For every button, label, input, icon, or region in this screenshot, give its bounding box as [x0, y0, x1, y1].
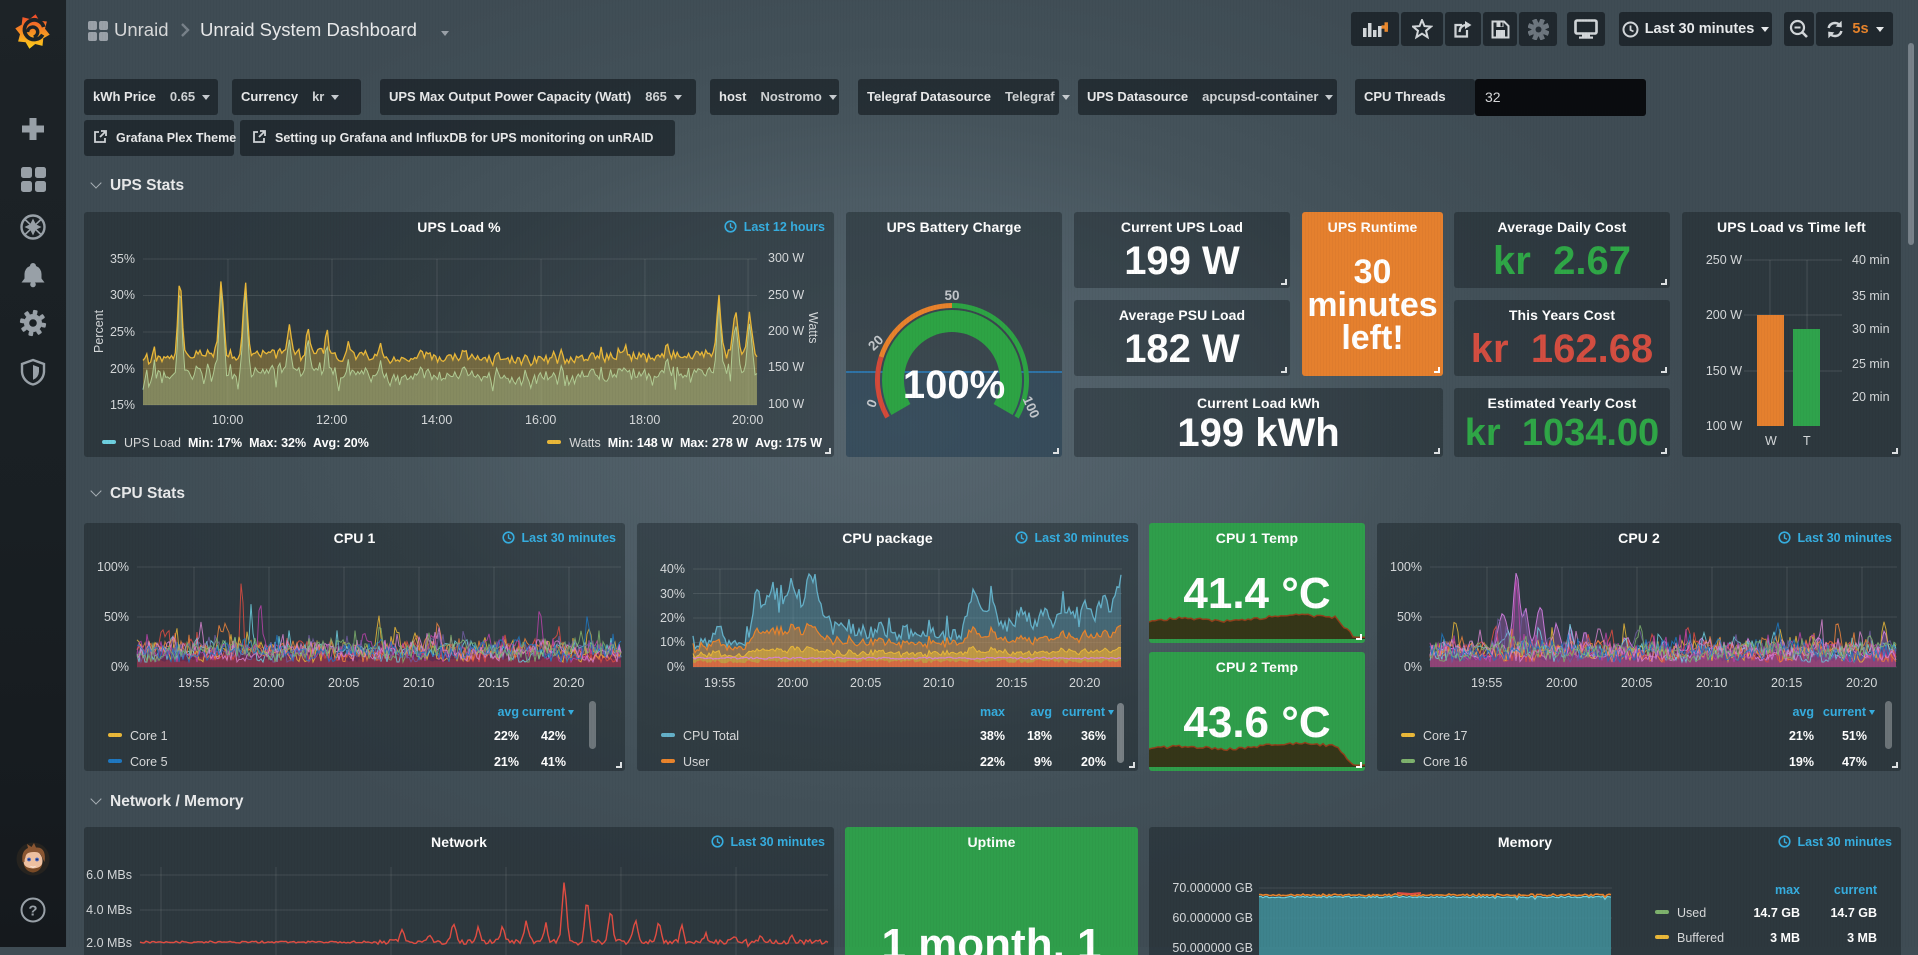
svg-text:?: ? [28, 903, 37, 920]
svg-text:50: 50 [944, 288, 959, 303]
